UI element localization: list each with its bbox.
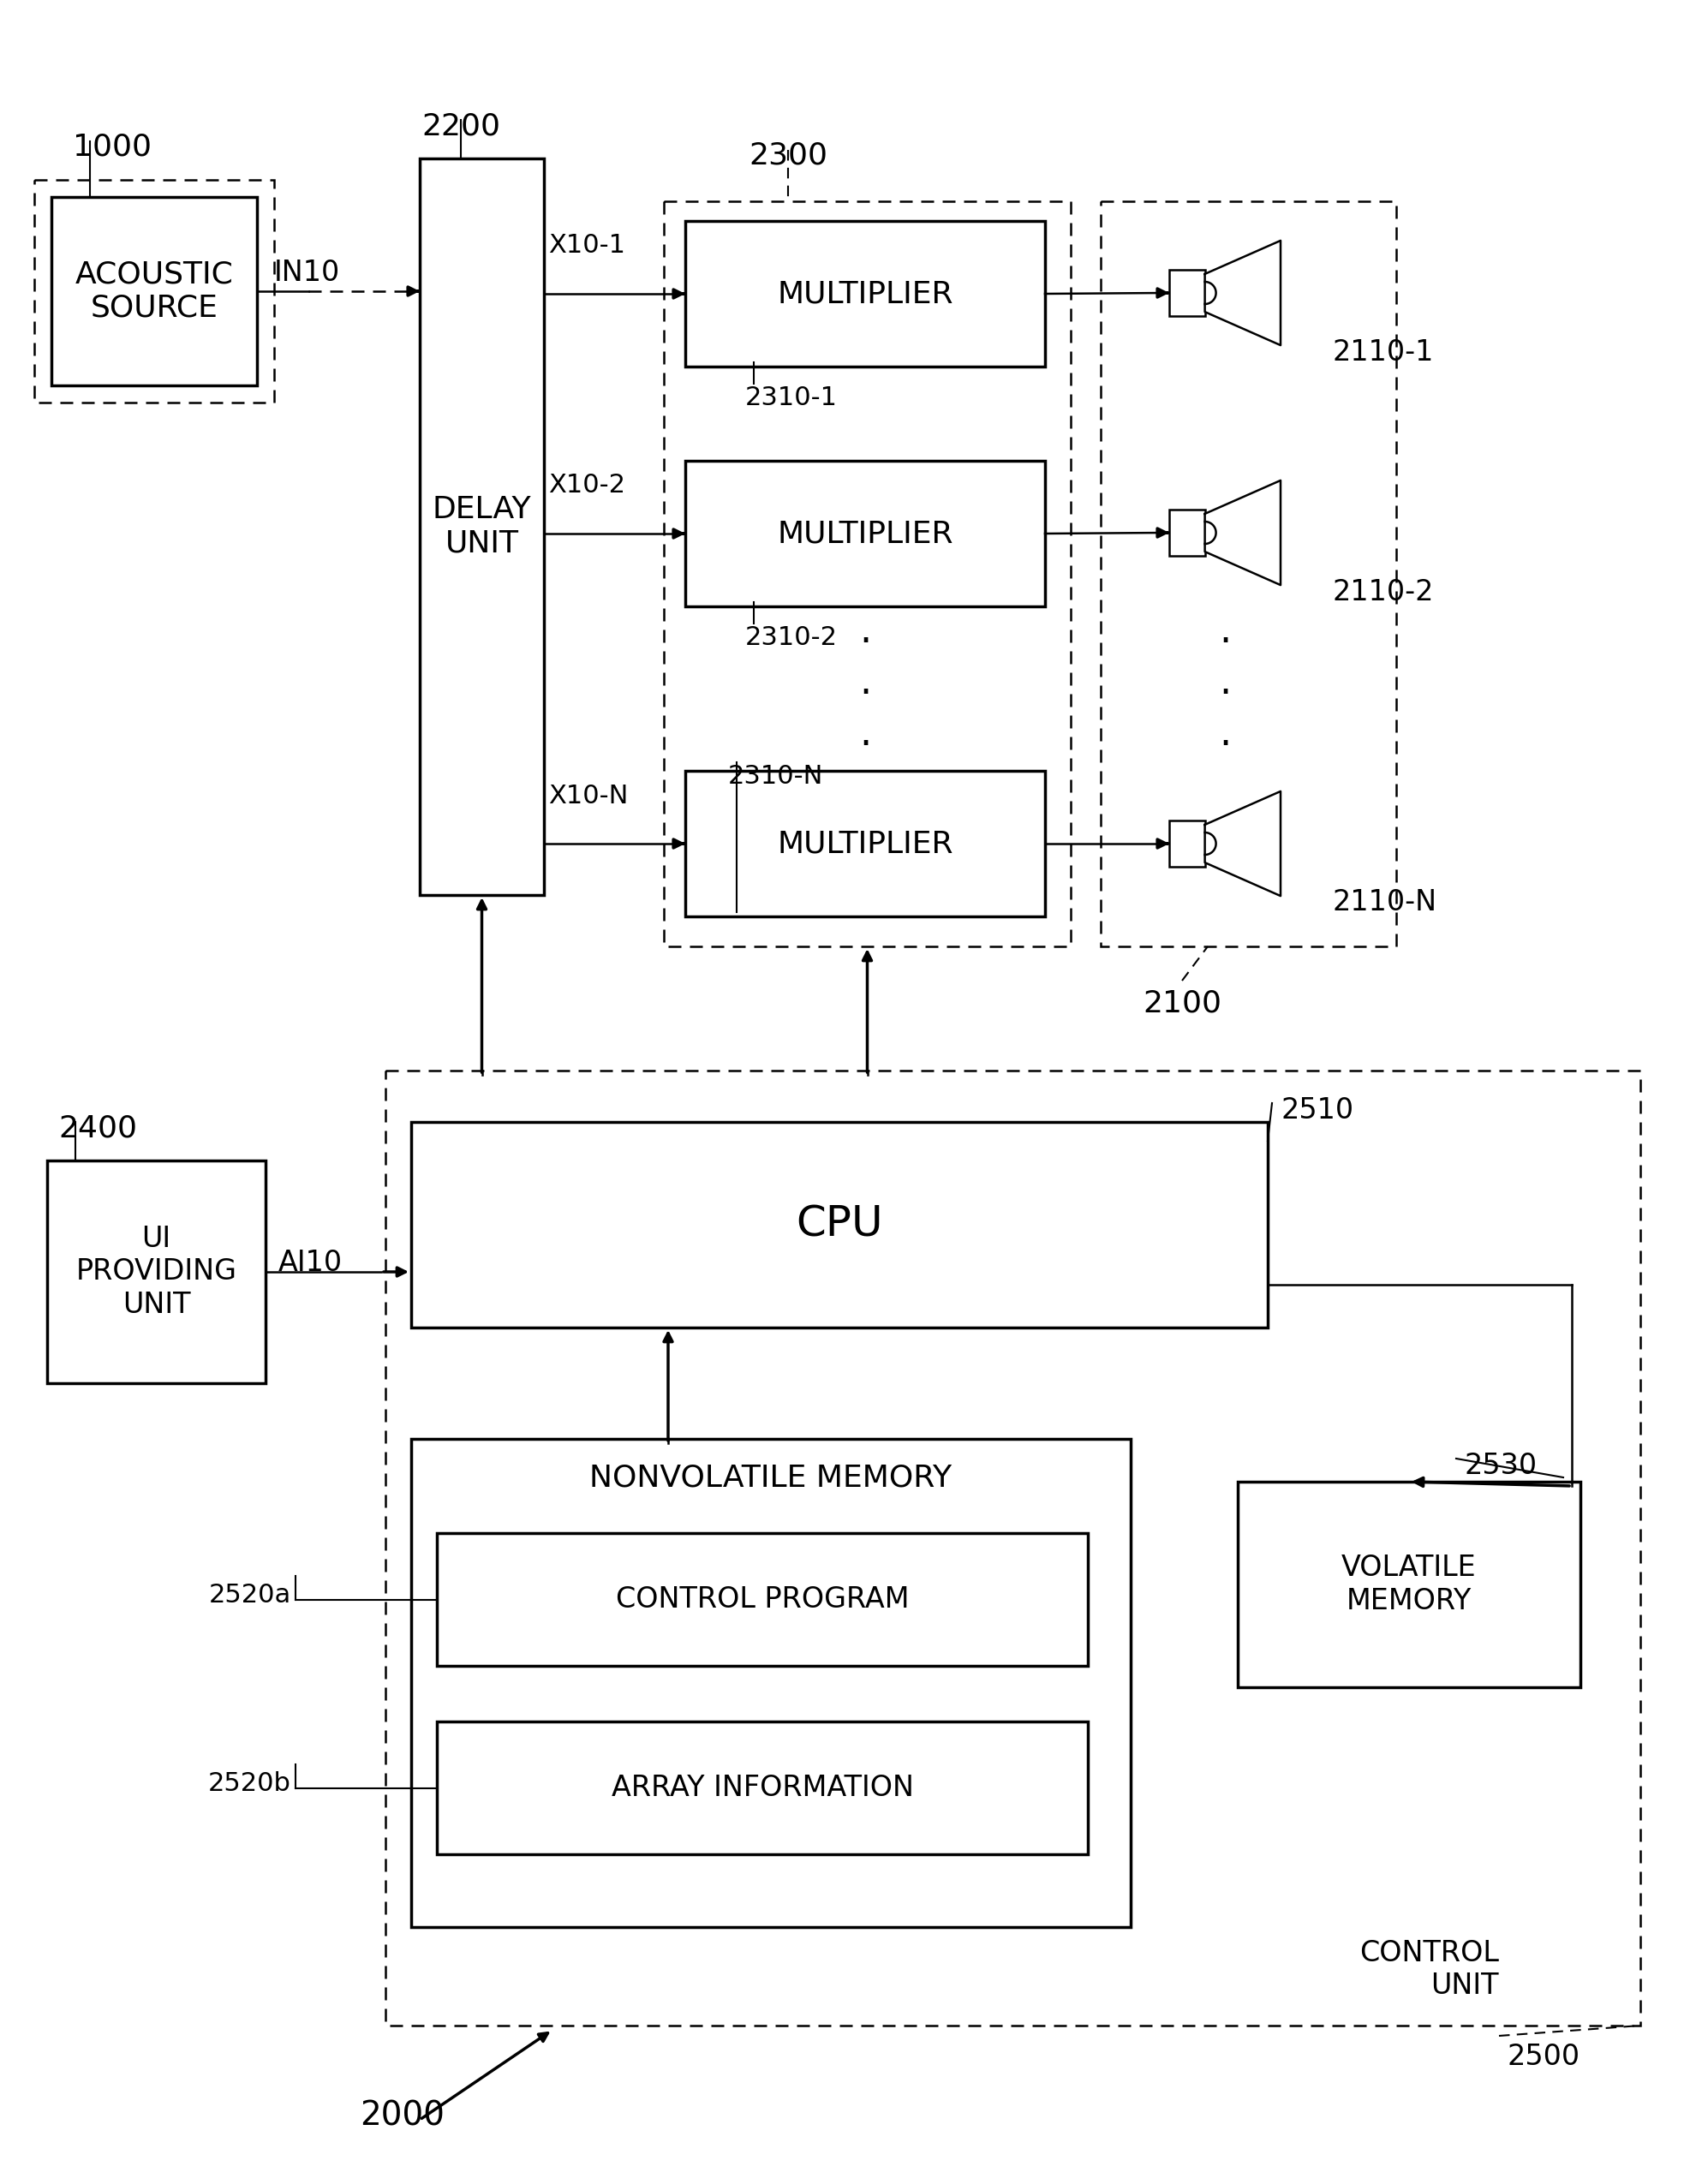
Text: 2100: 2100 (1142, 989, 1222, 1018)
Polygon shape (1205, 480, 1280, 585)
Polygon shape (1205, 240, 1280, 345)
Text: UI
PROVIDING
UNIT: UI PROVIDING UNIT (77, 1225, 237, 1319)
FancyBboxPatch shape (686, 771, 1045, 917)
Polygon shape (1205, 791, 1280, 895)
Text: 2300: 2300 (749, 142, 827, 170)
Text: AI10: AI10 (279, 1249, 342, 1278)
FancyBboxPatch shape (1169, 821, 1205, 867)
Text: MULTIPLIER: MULTIPLIER (778, 520, 953, 548)
Text: 2000: 2000 (361, 2101, 444, 2132)
FancyBboxPatch shape (686, 221, 1045, 367)
Text: 2520a: 2520a (209, 1583, 291, 1607)
FancyBboxPatch shape (437, 1533, 1088, 1666)
FancyBboxPatch shape (420, 159, 545, 895)
Text: 2400: 2400 (58, 1114, 138, 1142)
Text: 2520b: 2520b (208, 1771, 291, 1795)
Text: ARRAY INFORMATION: ARRAY INFORMATION (611, 1773, 914, 1802)
Text: MULTIPLIER: MULTIPLIER (778, 280, 953, 308)
Text: IN10: IN10 (274, 258, 340, 286)
Text: 1000: 1000 (73, 133, 151, 162)
Text: CONTROL PROGRAM: CONTROL PROGRAM (616, 1586, 909, 1614)
FancyBboxPatch shape (686, 461, 1045, 607)
Text: NONVOLATILE MEMORY: NONVOLATILE MEMORY (589, 1463, 951, 1492)
Text: VOLATILE
MEMORY: VOLATILE MEMORY (1341, 1555, 1477, 1614)
Text: X10-N: X10-N (548, 784, 628, 808)
Text: ·
·
·: · · · (1219, 625, 1231, 764)
FancyBboxPatch shape (1237, 1481, 1581, 1688)
Text: ACOUSTIC
SOURCE: ACOUSTIC SOURCE (75, 260, 233, 323)
Text: X10-2: X10-2 (548, 472, 625, 498)
Text: 2510: 2510 (1280, 1096, 1353, 1125)
FancyBboxPatch shape (51, 197, 257, 384)
FancyBboxPatch shape (1169, 269, 1205, 317)
Text: 2310-1: 2310-1 (745, 384, 837, 411)
Text: CONTROL
UNIT: CONTROL UNIT (1360, 1939, 1499, 2001)
FancyBboxPatch shape (412, 1123, 1268, 1328)
Text: X10-1: X10-1 (548, 234, 625, 258)
FancyBboxPatch shape (48, 1160, 266, 1382)
FancyBboxPatch shape (412, 1439, 1130, 1926)
Text: 2110-N: 2110-N (1333, 889, 1436, 917)
FancyBboxPatch shape (1169, 509, 1205, 557)
Text: ·
·
·: · · · (860, 625, 871, 764)
Text: 2500: 2500 (1508, 2042, 1581, 2070)
Text: CPU: CPU (797, 1203, 883, 1245)
Text: 2200: 2200 (422, 111, 500, 140)
Text: MULTIPLIER: MULTIPLIER (778, 830, 953, 858)
Text: 2530: 2530 (1465, 1452, 1537, 1481)
Text: 2310-2: 2310-2 (745, 625, 837, 651)
Text: DELAY
UNIT: DELAY UNIT (432, 496, 531, 559)
Text: 2310-N: 2310-N (728, 764, 824, 788)
Text: 2110-1: 2110-1 (1333, 339, 1433, 367)
FancyBboxPatch shape (437, 1721, 1088, 1854)
Text: 2110-2: 2110-2 (1333, 579, 1433, 607)
